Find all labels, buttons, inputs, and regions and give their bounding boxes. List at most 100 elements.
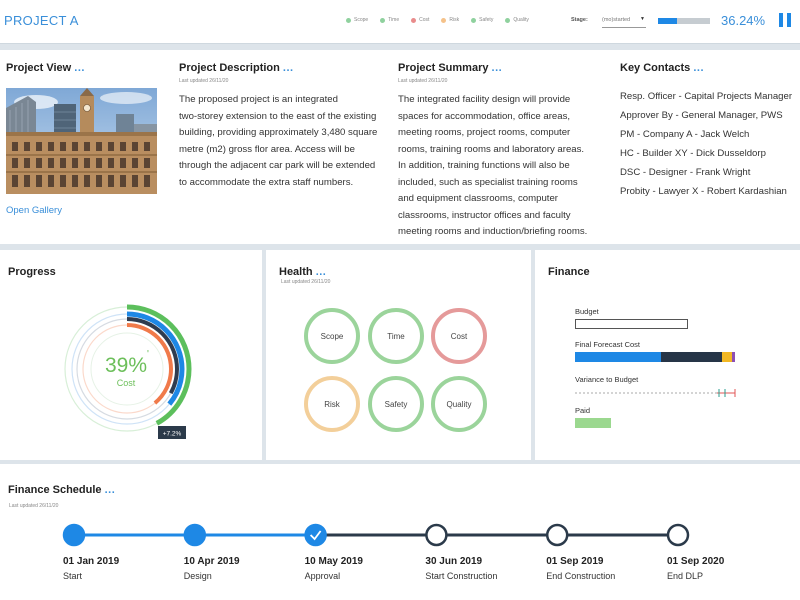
health-quality[interactable]: Quality xyxy=(431,376,487,432)
contact-item: Resp. Officer - Capital Projects Manager xyxy=(620,91,793,102)
budget-bar xyxy=(575,319,688,329)
key-contacts-section: Key Contacts ... Resp. Officer - Capital… xyxy=(620,62,798,201)
overall-progress-fill xyxy=(658,18,677,24)
progress-center-mark: ' xyxy=(147,349,149,360)
more-icon[interactable]: ... xyxy=(282,62,294,74)
contacts-list: Resp. Officer - Capital Projects Manager… xyxy=(620,87,798,201)
progress-badge: +7.2% xyxy=(163,431,182,438)
legend-dot-icon xyxy=(380,17,386,23)
progress-center-label: Cost xyxy=(117,378,136,388)
last-updated: Last updated 26/11/20 xyxy=(179,78,229,84)
milestone-date: 10 Apr 2019 xyxy=(183,556,240,567)
project-view-section: Project View ... xyxy=(6,62,85,74)
finance-schedule-panel: Finance Schedule ... Last updated 26/11/… xyxy=(0,464,800,600)
project-summary-section: Project Summary ... Last updated 26/11/2… xyxy=(398,62,608,241)
milestone-node xyxy=(183,523,207,547)
milestone-date: 01 Sep 2019 xyxy=(546,556,604,567)
paid-track xyxy=(575,418,740,428)
forecast-segment-purple xyxy=(731,352,736,362)
milestone-node xyxy=(425,523,448,547)
progress-rings-chart: 39% ' Cost +7.2% xyxy=(62,304,192,439)
health-title: Health ... xyxy=(279,266,327,278)
health-time[interactable]: Time xyxy=(368,308,424,364)
more-icon[interactable]: ... xyxy=(693,62,705,74)
legend-dot-icon xyxy=(505,17,511,23)
schedule-title: Finance Schedule ... xyxy=(8,484,116,496)
caret-down-icon: ▼ xyxy=(640,16,645,22)
more-icon[interactable]: ... xyxy=(491,62,503,74)
legend-label: Safety xyxy=(479,17,494,23)
last-updated: Last updated 26/11/20 xyxy=(281,279,331,285)
more-icon[interactable]: ... xyxy=(315,266,327,278)
ring-inner xyxy=(90,332,164,406)
paid-label: Paid xyxy=(575,406,591,415)
forecast-segment-yellow xyxy=(721,352,732,362)
legend-risk: Risk xyxy=(441,17,459,23)
project-summary-title: Project Summary ... xyxy=(398,62,503,74)
project-description-title: Project Description ... xyxy=(179,62,294,74)
overall-progress-bar xyxy=(658,18,710,24)
legend-dot-icon xyxy=(411,17,417,23)
milestone-node xyxy=(666,523,690,547)
schedule-timeline xyxy=(62,523,690,547)
progress-panel: Progress 39% ' Cost +7.2% xyxy=(0,250,262,460)
project-photo[interactable] xyxy=(6,88,157,194)
milestone-label: End DLP xyxy=(667,571,704,581)
legend-dot-icon xyxy=(346,17,351,23)
legend-time: Time xyxy=(380,17,399,23)
legend-quality: Quality xyxy=(505,17,529,23)
contact-item: DSC - Designer - Frank Wright xyxy=(620,167,751,178)
overview-panel: Project View ... xyxy=(0,50,800,244)
stage-value: (mo)started xyxy=(602,17,631,23)
finance-panel: Finance Budget Final Forecast Cost Varia… xyxy=(535,250,800,460)
milestone-label: Start Construction xyxy=(425,571,498,581)
project-description-text: The proposed project is an integrated tw… xyxy=(179,94,378,188)
contact-item: Probity - Lawyer X - Robert Kardashian xyxy=(620,186,787,197)
last-updated: Last updated 26/11/20 xyxy=(398,78,448,84)
contact-item: PM - Company A - Jack Welch xyxy=(620,129,750,140)
legend-cost: Cost xyxy=(411,17,429,23)
forecast-bar xyxy=(575,352,740,362)
contact-item: HC - Builder XY - Dick Dusseldorp xyxy=(620,148,766,159)
ring-arc-blue xyxy=(69,311,185,427)
milestone-label: End Construction xyxy=(546,571,616,581)
open-gallery-link[interactable]: Open Gallery xyxy=(6,205,62,216)
last-updated: Last updated 26/11/20 xyxy=(9,503,59,509)
legend-label: Scope xyxy=(354,17,369,23)
health-panel: Health ... Last updated 26/11/20 Scope T… xyxy=(266,250,531,460)
progress-title: Progress xyxy=(8,266,56,278)
health-safety[interactable]: Safety xyxy=(368,376,424,432)
progress-badge-bg xyxy=(158,426,186,439)
check-icon xyxy=(309,530,322,541)
legend-label: Cost xyxy=(419,17,430,23)
ring-arc-navy xyxy=(75,317,179,421)
milestone-label: Design xyxy=(183,571,212,581)
health-cost[interactable]: Cost xyxy=(431,308,487,364)
progress-center-value: 39% xyxy=(105,354,147,377)
more-icon[interactable]: ... xyxy=(104,484,116,496)
key-contacts-title: Key Contacts ... xyxy=(620,62,705,74)
milestone-label: Approval xyxy=(304,571,341,581)
status-legend: Scope Time Cost Risk Safety Quality xyxy=(346,17,529,23)
legend-label: Quality xyxy=(513,17,529,23)
forecast-segment-navy xyxy=(660,352,722,362)
stage-select[interactable]: (mo)started ▼ xyxy=(602,14,646,28)
forecast-label: Final Forecast Cost xyxy=(575,340,641,349)
health-risk[interactable]: Risk xyxy=(304,376,360,432)
contact-item: Approver By - General Manager, PWS xyxy=(620,110,783,121)
pause-icon[interactable] xyxy=(778,13,792,27)
legend-label: Time xyxy=(388,17,400,23)
health-scope[interactable]: Scope xyxy=(304,308,360,364)
milestone-node xyxy=(304,523,327,547)
milestone-date: 30 Jun 2019 xyxy=(425,556,483,567)
more-icon[interactable]: ... xyxy=(74,62,85,74)
project-view-title: Project View ... xyxy=(6,62,85,74)
milestone-label: Start xyxy=(63,571,83,581)
finance-title: Finance xyxy=(548,266,590,278)
legend-label: Risk xyxy=(449,17,460,23)
project-title[interactable]: PROJECT A xyxy=(4,13,79,28)
budget-label: Budget xyxy=(575,307,599,316)
variance-label: Variance to Budget xyxy=(575,375,639,384)
milestone-date: 01 Sep 2020 xyxy=(667,556,725,567)
paid-fill xyxy=(575,418,612,428)
